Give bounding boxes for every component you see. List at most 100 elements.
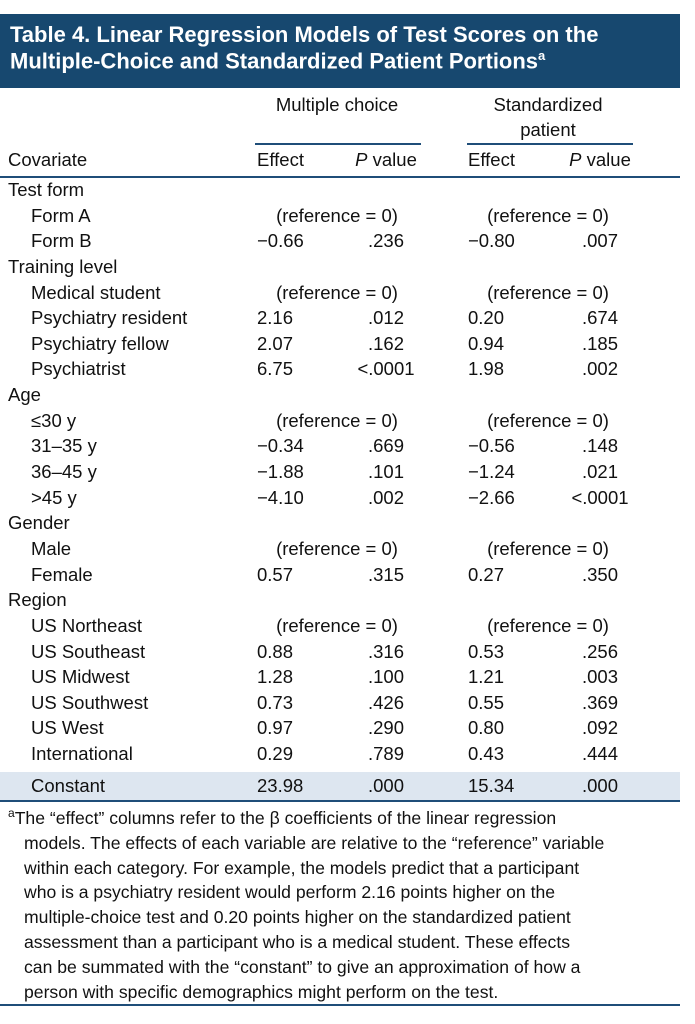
bottom-rule xyxy=(0,1004,680,1006)
row-label: International xyxy=(31,743,133,765)
effect-cell: 2.07 xyxy=(257,332,294,354)
row-label: US Northeast xyxy=(31,614,143,636)
footnote-line: multiple-choice test and 0.20 points hig… xyxy=(24,906,571,928)
text: P xyxy=(355,149,368,170)
p-value-cell: .012 xyxy=(367,307,404,329)
text: can be summated with the “constant” to g… xyxy=(24,956,581,977)
text: a xyxy=(8,806,15,821)
p-value-cell: .100 xyxy=(367,666,404,688)
group-label: Test form xyxy=(8,179,85,200)
p-value-cell: .290 xyxy=(367,717,404,739)
group-label: Training level xyxy=(8,255,118,277)
text: Effect xyxy=(257,149,304,170)
reference-cell: (reference = 0) xyxy=(276,281,398,303)
text: who is a psychiatry resident would perfo… xyxy=(24,882,556,903)
effect-cell: 0.43 xyxy=(468,743,505,765)
table-rule xyxy=(0,800,680,802)
footnote-line: models. The effects of each variable are… xyxy=(24,832,604,854)
p-value-cell: .350 xyxy=(581,563,618,585)
title-line: Table 4. Linear Regression Models of Tes… xyxy=(10,22,599,47)
row-label: US Southwest xyxy=(31,691,149,713)
effect-cell: 0.97 xyxy=(257,717,294,739)
row-label: 31–35 y xyxy=(31,435,97,457)
column-header: P value xyxy=(326,149,446,171)
p-value-cell: .669 xyxy=(367,435,404,457)
effect-cell: 2.16 xyxy=(257,307,294,329)
column-header: Covariate xyxy=(8,149,87,171)
p-value-cell: .148 xyxy=(581,435,618,457)
text: Covariate xyxy=(8,149,88,170)
row-label: US West xyxy=(31,717,104,739)
p-value-cell: .256 xyxy=(581,640,618,662)
effect-cell: 0.27 xyxy=(468,563,505,585)
effect-cell: 0.57 xyxy=(257,563,294,585)
row-label: Medical student xyxy=(31,281,161,303)
effect-cell: 6.75 xyxy=(257,358,294,380)
effect-cell: 23.98 xyxy=(257,775,304,796)
footnote-line: can be summated with the “constant” to g… xyxy=(24,956,580,978)
text: assessment than a participant who is a m… xyxy=(24,932,571,952)
p-value-cell: .789 xyxy=(367,743,404,765)
column-header: P value xyxy=(540,149,660,171)
effect-cell: −0.66 xyxy=(257,230,304,252)
footnote-line: assessment than a participant who is a m… xyxy=(24,931,570,953)
column-header: Effect xyxy=(257,149,304,171)
reference-cell: (reference = 0) xyxy=(276,409,398,431)
p-value-cell: .000 xyxy=(581,775,618,796)
effect-cell: −1.24 xyxy=(468,461,515,483)
column-group: Standardized patient xyxy=(493,94,603,140)
title-note: a xyxy=(538,48,546,63)
effect-cell: −1.88 xyxy=(257,461,304,483)
effect-cell: 1.98 xyxy=(468,358,505,380)
text: value xyxy=(372,149,417,170)
group-label: Gender xyxy=(8,512,70,534)
reference-cell: (reference = 0) xyxy=(487,537,609,559)
title-text: Multiple-Choice and Standardized Patient… xyxy=(10,48,539,74)
reference-cell: (reference = 0) xyxy=(487,614,609,636)
row-label: 36–45 y xyxy=(31,461,97,483)
p-value-cell: .185 xyxy=(581,332,618,354)
p-value-cell: .315 xyxy=(367,563,404,585)
p-value-cell: .162 xyxy=(367,332,404,354)
row-label: Form A xyxy=(31,204,91,226)
text: models. The effects of each variable are… xyxy=(24,832,605,853)
effect-cell: 1.28 xyxy=(257,666,294,688)
effect-cell: 0.29 xyxy=(257,743,294,765)
text: P xyxy=(569,149,582,170)
p-value-cell: .674 xyxy=(581,307,618,329)
p-value-cell: .369 xyxy=(581,691,618,713)
p-value-cell: .101 xyxy=(367,461,404,483)
p-value-cell: .002 xyxy=(581,358,618,380)
text: The “effect” columns refer to the β coef… xyxy=(14,808,557,828)
title-line: Multiple-Choice and Standardized Patient… xyxy=(10,48,545,74)
row-label: Psychiatry fellow xyxy=(31,332,169,354)
title-bar xyxy=(0,14,680,88)
text: value xyxy=(586,149,631,170)
effect-cell: −0.80 xyxy=(468,230,515,252)
text: multiple-choice test and 0.20 points hig… xyxy=(24,907,571,928)
effect-cell: −0.56 xyxy=(468,435,515,457)
p-value-cell: .092 xyxy=(581,717,618,739)
row-label: Form B xyxy=(31,230,92,252)
row-label: US Midwest xyxy=(31,666,130,688)
reference-cell: (reference = 0) xyxy=(276,614,398,636)
reference-cell: (reference = 0) xyxy=(276,204,398,226)
effect-cell: 0.94 xyxy=(468,332,505,354)
p-value-cell: .021 xyxy=(581,461,618,483)
effect-cell: 0.55 xyxy=(468,691,505,713)
row-label: ≤30 y xyxy=(31,409,77,431)
effect-cell: 0.80 xyxy=(468,717,505,739)
effect-cell: 1.21 xyxy=(468,666,505,688)
group-rule xyxy=(467,143,633,145)
text: person with specific demographics might … xyxy=(24,981,499,1002)
effect-cell: −2.66 xyxy=(468,486,515,508)
row-label: Male xyxy=(31,537,72,559)
p-value-cell: <.0001 xyxy=(571,486,629,508)
p-value-cell: .426 xyxy=(367,691,404,713)
p-value-cell: .003 xyxy=(581,666,618,688)
p-value-cell: .000 xyxy=(367,775,404,796)
footnote-line: aThe “effect” columns refer to the β coe… xyxy=(8,807,556,829)
footnote-line: within each category. For example, the m… xyxy=(24,857,579,879)
row-label: >45 y xyxy=(31,486,77,508)
